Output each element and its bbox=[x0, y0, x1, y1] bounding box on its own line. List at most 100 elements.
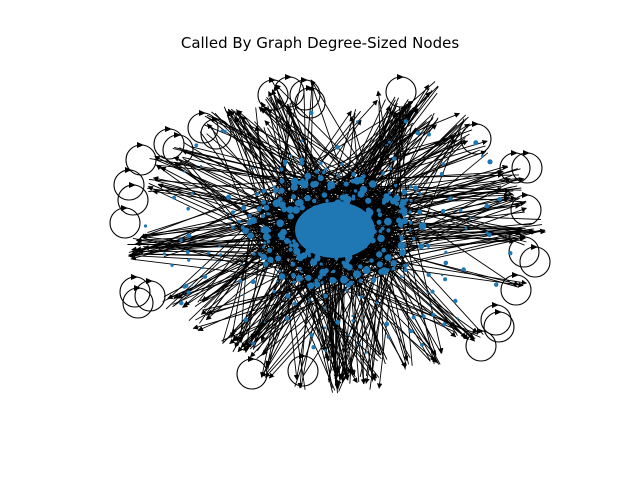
node bbox=[371, 278, 376, 283]
edge bbox=[292, 263, 345, 281]
node bbox=[336, 173, 341, 178]
node bbox=[327, 186, 332, 191]
node bbox=[408, 220, 413, 225]
node bbox=[290, 262, 296, 267]
node bbox=[179, 238, 183, 242]
node bbox=[431, 312, 436, 317]
edge bbox=[173, 175, 309, 307]
edge bbox=[316, 284, 356, 378]
node bbox=[324, 167, 328, 171]
node bbox=[292, 301, 297, 306]
node bbox=[300, 178, 305, 183]
node bbox=[287, 213, 294, 220]
node bbox=[219, 253, 223, 257]
node bbox=[418, 222, 427, 230]
edge bbox=[383, 198, 519, 251]
node bbox=[409, 199, 413, 203]
self-loop bbox=[122, 287, 154, 319]
node bbox=[456, 317, 459, 320]
node bbox=[384, 198, 390, 203]
node bbox=[260, 253, 267, 260]
edge bbox=[164, 181, 295, 248]
node bbox=[386, 143, 389, 146]
node bbox=[453, 298, 458, 304]
node bbox=[300, 180, 309, 189]
edge bbox=[366, 265, 407, 271]
node bbox=[262, 245, 265, 249]
node bbox=[427, 246, 430, 249]
node bbox=[322, 170, 326, 175]
node bbox=[242, 294, 245, 297]
edge bbox=[256, 285, 349, 359]
node bbox=[422, 314, 426, 319]
node bbox=[408, 210, 412, 214]
node bbox=[314, 169, 319, 174]
node bbox=[263, 261, 269, 267]
edge bbox=[238, 222, 251, 343]
node bbox=[202, 274, 208, 279]
node bbox=[399, 249, 407, 256]
node bbox=[179, 300, 184, 306]
node bbox=[170, 263, 174, 267]
edge bbox=[264, 282, 352, 378]
node bbox=[361, 174, 366, 179]
edge bbox=[273, 100, 414, 188]
node bbox=[376, 208, 381, 213]
node bbox=[293, 247, 301, 255]
edge bbox=[243, 254, 261, 353]
node bbox=[335, 145, 340, 150]
node bbox=[346, 264, 353, 271]
node bbox=[186, 206, 190, 211]
node bbox=[358, 264, 363, 269]
node bbox=[263, 204, 270, 211]
node bbox=[353, 189, 358, 193]
node bbox=[272, 289, 276, 294]
node bbox=[350, 276, 353, 278]
node bbox=[201, 266, 205, 270]
node bbox=[351, 171, 356, 177]
node bbox=[310, 258, 318, 266]
node bbox=[348, 280, 354, 286]
edge bbox=[401, 232, 515, 240]
edge bbox=[308, 231, 521, 279]
node bbox=[279, 167, 284, 172]
node bbox=[286, 206, 294, 214]
node bbox=[392, 156, 397, 161]
node bbox=[376, 261, 383, 268]
node bbox=[331, 269, 336, 274]
node bbox=[362, 266, 371, 274]
node bbox=[230, 210, 235, 215]
core-node-cluster bbox=[295, 202, 375, 258]
node bbox=[412, 237, 416, 241]
node bbox=[378, 268, 385, 275]
self-loop bbox=[460, 123, 492, 155]
node bbox=[312, 198, 317, 204]
node bbox=[300, 252, 308, 259]
node bbox=[388, 191, 392, 195]
edge bbox=[211, 126, 264, 257]
edge bbox=[205, 258, 279, 321]
node bbox=[304, 194, 311, 202]
node bbox=[226, 194, 231, 200]
node bbox=[443, 260, 449, 266]
node bbox=[458, 208, 463, 213]
node bbox=[461, 267, 466, 272]
self-loop-arrowhead bbox=[248, 356, 255, 362]
edge bbox=[252, 220, 358, 384]
node bbox=[340, 275, 349, 284]
node bbox=[343, 181, 349, 187]
edge bbox=[192, 264, 407, 330]
node bbox=[376, 219, 382, 225]
node bbox=[290, 183, 298, 191]
node bbox=[251, 167, 255, 170]
node bbox=[260, 214, 265, 219]
node bbox=[494, 282, 499, 287]
node bbox=[335, 319, 341, 325]
self-loop-arrowhead bbox=[495, 309, 502, 315]
self-loop-arrowhead bbox=[199, 110, 206, 116]
node bbox=[280, 228, 287, 236]
edge bbox=[275, 81, 302, 191]
node bbox=[185, 250, 190, 255]
node bbox=[279, 178, 285, 184]
node bbox=[182, 284, 187, 289]
